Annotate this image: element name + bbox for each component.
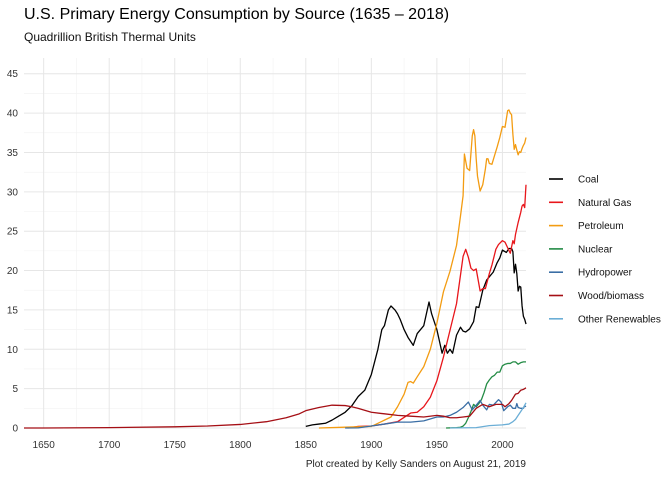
series-line-petroleum (318, 109, 527, 429)
x-tick-label: 1750 (164, 440, 187, 451)
x-tick-label: 1650 (33, 440, 56, 451)
series-line-other-renewables (449, 402, 527, 429)
series-line-natural-gas (347, 184, 527, 429)
chart-title: U.S. Primary Energy Consumption by Sourc… (24, 6, 450, 23)
x-tick-label: 1700 (98, 440, 121, 451)
series-line-hydropower (345, 399, 527, 429)
y-tick-label: 25 (7, 227, 19, 238)
y-tick-label: 15 (7, 305, 19, 316)
series-lines (24, 109, 527, 429)
x-tick-label: 1850 (295, 440, 318, 451)
y-tick-label: 20 (7, 266, 19, 277)
legend-label-other-renewables: Other Renewables (578, 314, 661, 325)
y-axis-ticks: 0 5 10 15 20 25 30 35 40 45 (7, 69, 19, 434)
legend-label-natural-gas: Natural Gas (578, 198, 631, 209)
legend-label-wood-biomass: Wood/biomass (578, 291, 644, 302)
y-tick-label: 40 (7, 109, 19, 120)
legend: Coal Natural Gas Petroleum Nuclear Hydropowe… (549, 175, 661, 325)
y-tick-label: 10 (7, 345, 19, 356)
series-line-wood-biomass (24, 387, 527, 429)
legend-label-coal: Coal (578, 175, 599, 186)
x-tick-label: 1950 (426, 440, 449, 451)
y-tick-label: 30 (7, 187, 19, 198)
y-tick-label: 0 (12, 424, 18, 435)
series-line-coal (305, 247, 527, 428)
chart-subtitle: Quadrillion British Thermal Units (24, 30, 196, 44)
grid-lines (24, 58, 526, 429)
legend-label-nuclear: Nuclear (578, 244, 613, 255)
legend-label-petroleum: Petroleum (578, 221, 624, 232)
x-axis-ticks: 1650 1700 1750 1800 1850 1900 1950 2000 (33, 440, 514, 451)
legend-label-hydropower: Hydropower (578, 268, 633, 279)
chart-caption: Plot created by Kelly Sanders on August … (305, 459, 526, 470)
x-tick-label: 2000 (491, 440, 514, 451)
x-tick-label: 1800 (229, 440, 252, 451)
x-tick-label: 1900 (360, 440, 383, 451)
y-tick-label: 35 (7, 148, 19, 159)
y-tick-label: 5 (12, 384, 18, 395)
series-line-nuclear (446, 361, 526, 429)
y-tick-label: 45 (7, 69, 19, 80)
